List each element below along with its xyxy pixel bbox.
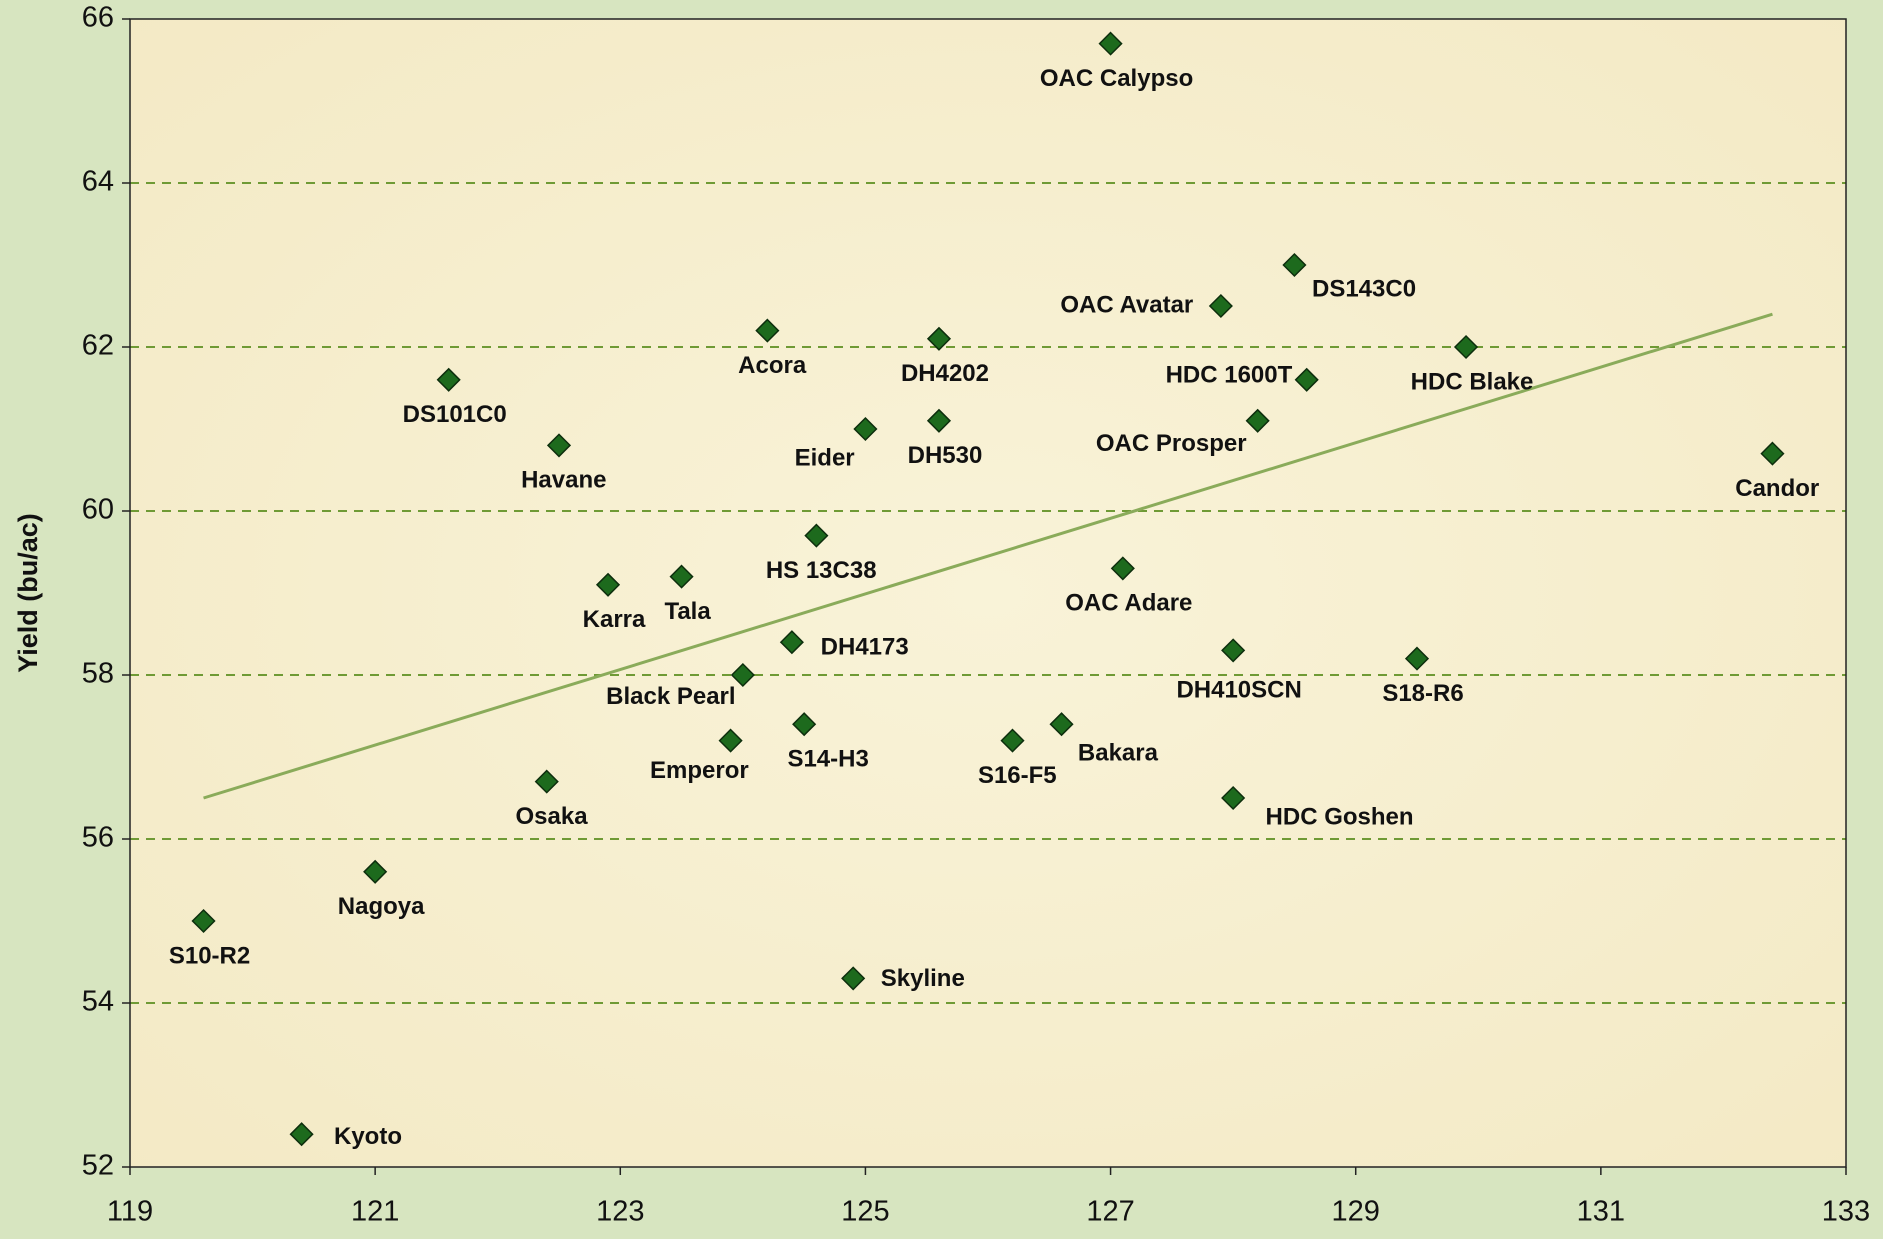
data-point	[289, 1122, 314, 1147]
y-tick-label: 56	[82, 822, 114, 854]
data-point	[1245, 408, 1270, 433]
plot-area	[130, 19, 1846, 1167]
point-label: Osaka	[516, 803, 589, 830]
plot-frame	[129, 18, 1847, 1168]
data-point	[1049, 712, 1074, 737]
data-point	[436, 367, 461, 392]
data-point	[730, 662, 755, 688]
point-label: Karra	[583, 606, 646, 633]
point-label: Eider	[795, 444, 855, 471]
data-point	[1453, 334, 1479, 360]
y-tick-label: 66	[82, 2, 114, 34]
data-point	[841, 966, 866, 991]
y-tick-label: 64	[82, 166, 114, 198]
point-label: Havane	[521, 467, 606, 494]
point-label: Tala	[664, 598, 711, 625]
data-point	[779, 630, 804, 655]
data-point	[755, 318, 780, 343]
point-label: Candor	[1735, 475, 1819, 502]
point-label: DS101C0	[403, 401, 507, 428]
point-label: Bakara	[1078, 740, 1159, 767]
data-point	[926, 408, 952, 433]
point-label: Black Pearl	[606, 683, 735, 710]
data-point	[1282, 252, 1307, 278]
x-tick-label: 127	[1086, 1196, 1134, 1228]
point-label: OAC Adare	[1065, 590, 1192, 617]
point-label: S10-R2	[169, 942, 250, 969]
point-label: OAC Prosper	[1096, 430, 1247, 457]
point-label: OAC Calypso	[1040, 65, 1193, 92]
point-label: DH4173	[821, 634, 909, 661]
data-point	[792, 712, 817, 737]
data-point	[1760, 441, 1785, 466]
data-point	[595, 572, 621, 597]
data-point	[853, 416, 878, 442]
data-point	[1098, 31, 1123, 56]
data-point	[534, 769, 559, 794]
y-tick-label: 62	[82, 330, 114, 362]
y-tick-label: 60	[82, 494, 114, 526]
x-tick-label: 131	[1577, 1196, 1625, 1228]
data-point	[1221, 785, 1246, 811]
x-tick-label: 123	[596, 1196, 644, 1228]
data-point	[363, 859, 388, 884]
data-point	[718, 728, 743, 753]
y-axis-title: Yield (bu/ac)	[13, 513, 43, 673]
point-label: HDC Goshen	[1266, 804, 1414, 831]
x-tick-label: 119	[107, 1196, 153, 1228]
point-label: OAC Avatar	[1060, 291, 1193, 318]
point-label: HDC 1600T	[1166, 362, 1293, 389]
y-tick-label: 52	[82, 1150, 114, 1182]
data-point	[926, 326, 952, 351]
data-point	[669, 564, 694, 589]
point-label: Nagoya	[338, 893, 425, 920]
data-point	[804, 523, 829, 548]
point-label: S18-R6	[1382, 680, 1463, 707]
data-point	[1208, 293, 1233, 319]
point-label: S14-H3	[787, 746, 868, 773]
data-point	[1294, 367, 1319, 392]
data-point	[1404, 646, 1430, 671]
data-point	[546, 433, 572, 458]
data-point	[1000, 728, 1025, 753]
point-label: Skyline	[881, 965, 965, 992]
point-label: DH4202	[901, 360, 989, 387]
data-point	[1110, 556, 1135, 581]
data-point	[1221, 638, 1246, 663]
x-tick-label: 125	[841, 1196, 889, 1228]
point-label: Emperor	[650, 757, 749, 784]
x-tick-label: 133	[1822, 1196, 1870, 1228]
point-label: HDC Blake	[1411, 368, 1534, 395]
point-label: S16-F5	[978, 762, 1057, 789]
point-label: HS 13C38	[766, 557, 877, 584]
data-point	[191, 908, 216, 934]
trendline	[203, 312, 1773, 800]
point-label: DS143C0	[1312, 276, 1416, 303]
point-label: DH410SCN	[1176, 677, 1301, 704]
point-label: Kyoto	[334, 1123, 402, 1150]
y-tick-label: 58	[82, 658, 114, 690]
x-tick-label: 121	[351, 1196, 399, 1228]
point-label: DH530	[908, 442, 983, 469]
point-label: Acora	[738, 352, 807, 379]
y-tick-label: 54	[82, 986, 114, 1018]
x-tick-label: 129	[1332, 1196, 1380, 1228]
